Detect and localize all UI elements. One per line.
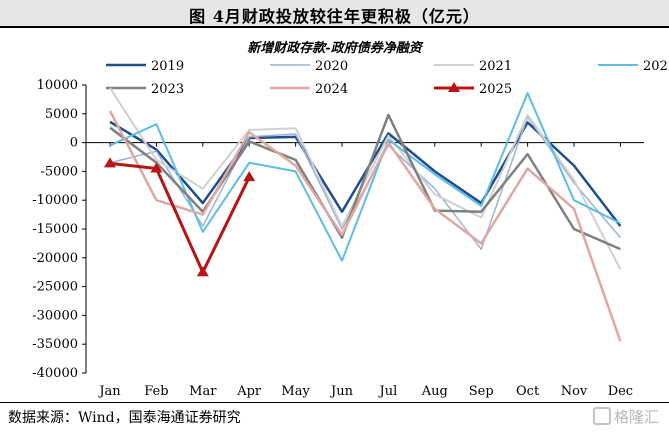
y-tick-label: -20000 [32, 251, 78, 266]
y-tick-label: 10000 [37, 78, 78, 93]
y-tick-label: -15000 [32, 222, 78, 237]
legend-label: 2020 [315, 59, 348, 74]
source-divider [0, 402, 669, 403]
legend-label: 2023 [151, 82, 184, 97]
chart-subtitle: 新增财政存款-政府债券净融资 [247, 41, 422, 56]
legend-label: 2025 [479, 82, 512, 97]
series-line-2022 [109, 92, 621, 262]
legend-label: 2024 [315, 82, 348, 97]
y-tick-label: 0 [70, 136, 78, 151]
x-tick-label: Aug [421, 384, 448, 399]
data-point-2025 [243, 171, 256, 182]
series-line-2023 [109, 113, 621, 251]
y-tick-label: 5000 [45, 107, 78, 122]
legend-marker [448, 82, 460, 92]
y-tick-label: -10000 [32, 193, 78, 208]
x-tick-label: Dec [608, 384, 633, 399]
y-tick-label: -30000 [32, 308, 78, 323]
x-tick-label: Jul [378, 384, 398, 399]
title-bar [0, 0, 669, 28]
data-point-2025 [150, 162, 163, 173]
series-line-2025 [109, 161, 251, 274]
legend-label: 2021 [479, 59, 512, 74]
line-chart: 10000 5000 0 -5000 -10000 -15000 -20000 -25000 -… [32, 59, 669, 399]
y-tick-label: -5000 [41, 164, 78, 179]
series-line-2021 [109, 87, 622, 270]
watermark: 格隆汇 [592, 406, 659, 427]
x-tick-label: Apr [236, 384, 262, 399]
watermark-logo-icon [592, 407, 611, 425]
x-tick-label: Feb [144, 384, 168, 399]
x-tick-label: Jan [97, 384, 121, 399]
x-tick-label: Oct [516, 384, 540, 399]
x-tick-label: Sep [469, 384, 494, 399]
y-tick-label: -40000 [32, 366, 78, 381]
series-line-2024 [108, 110, 622, 342]
legend-label: 2019 [151, 59, 184, 74]
x-tick-label: Mar [189, 384, 217, 399]
y-tick-label: -35000 [32, 337, 78, 352]
watermark-text: 格隆汇 [613, 408, 659, 426]
data-point-2025 [196, 266, 209, 277]
series-line-2019 [109, 120, 622, 227]
source-note: 数据来源：Wind，国泰海通证券研究 [8, 410, 241, 426]
figure-title: 图 4月财政投放较往年更积极（亿元） [189, 7, 480, 26]
x-tick-label: Nov [561, 384, 588, 399]
data-point-2025 [104, 157, 116, 168]
x-tick-label: May [281, 384, 310, 399]
y-tick-label: -25000 [32, 280, 78, 295]
x-tick-label: Jun [329, 384, 354, 399]
